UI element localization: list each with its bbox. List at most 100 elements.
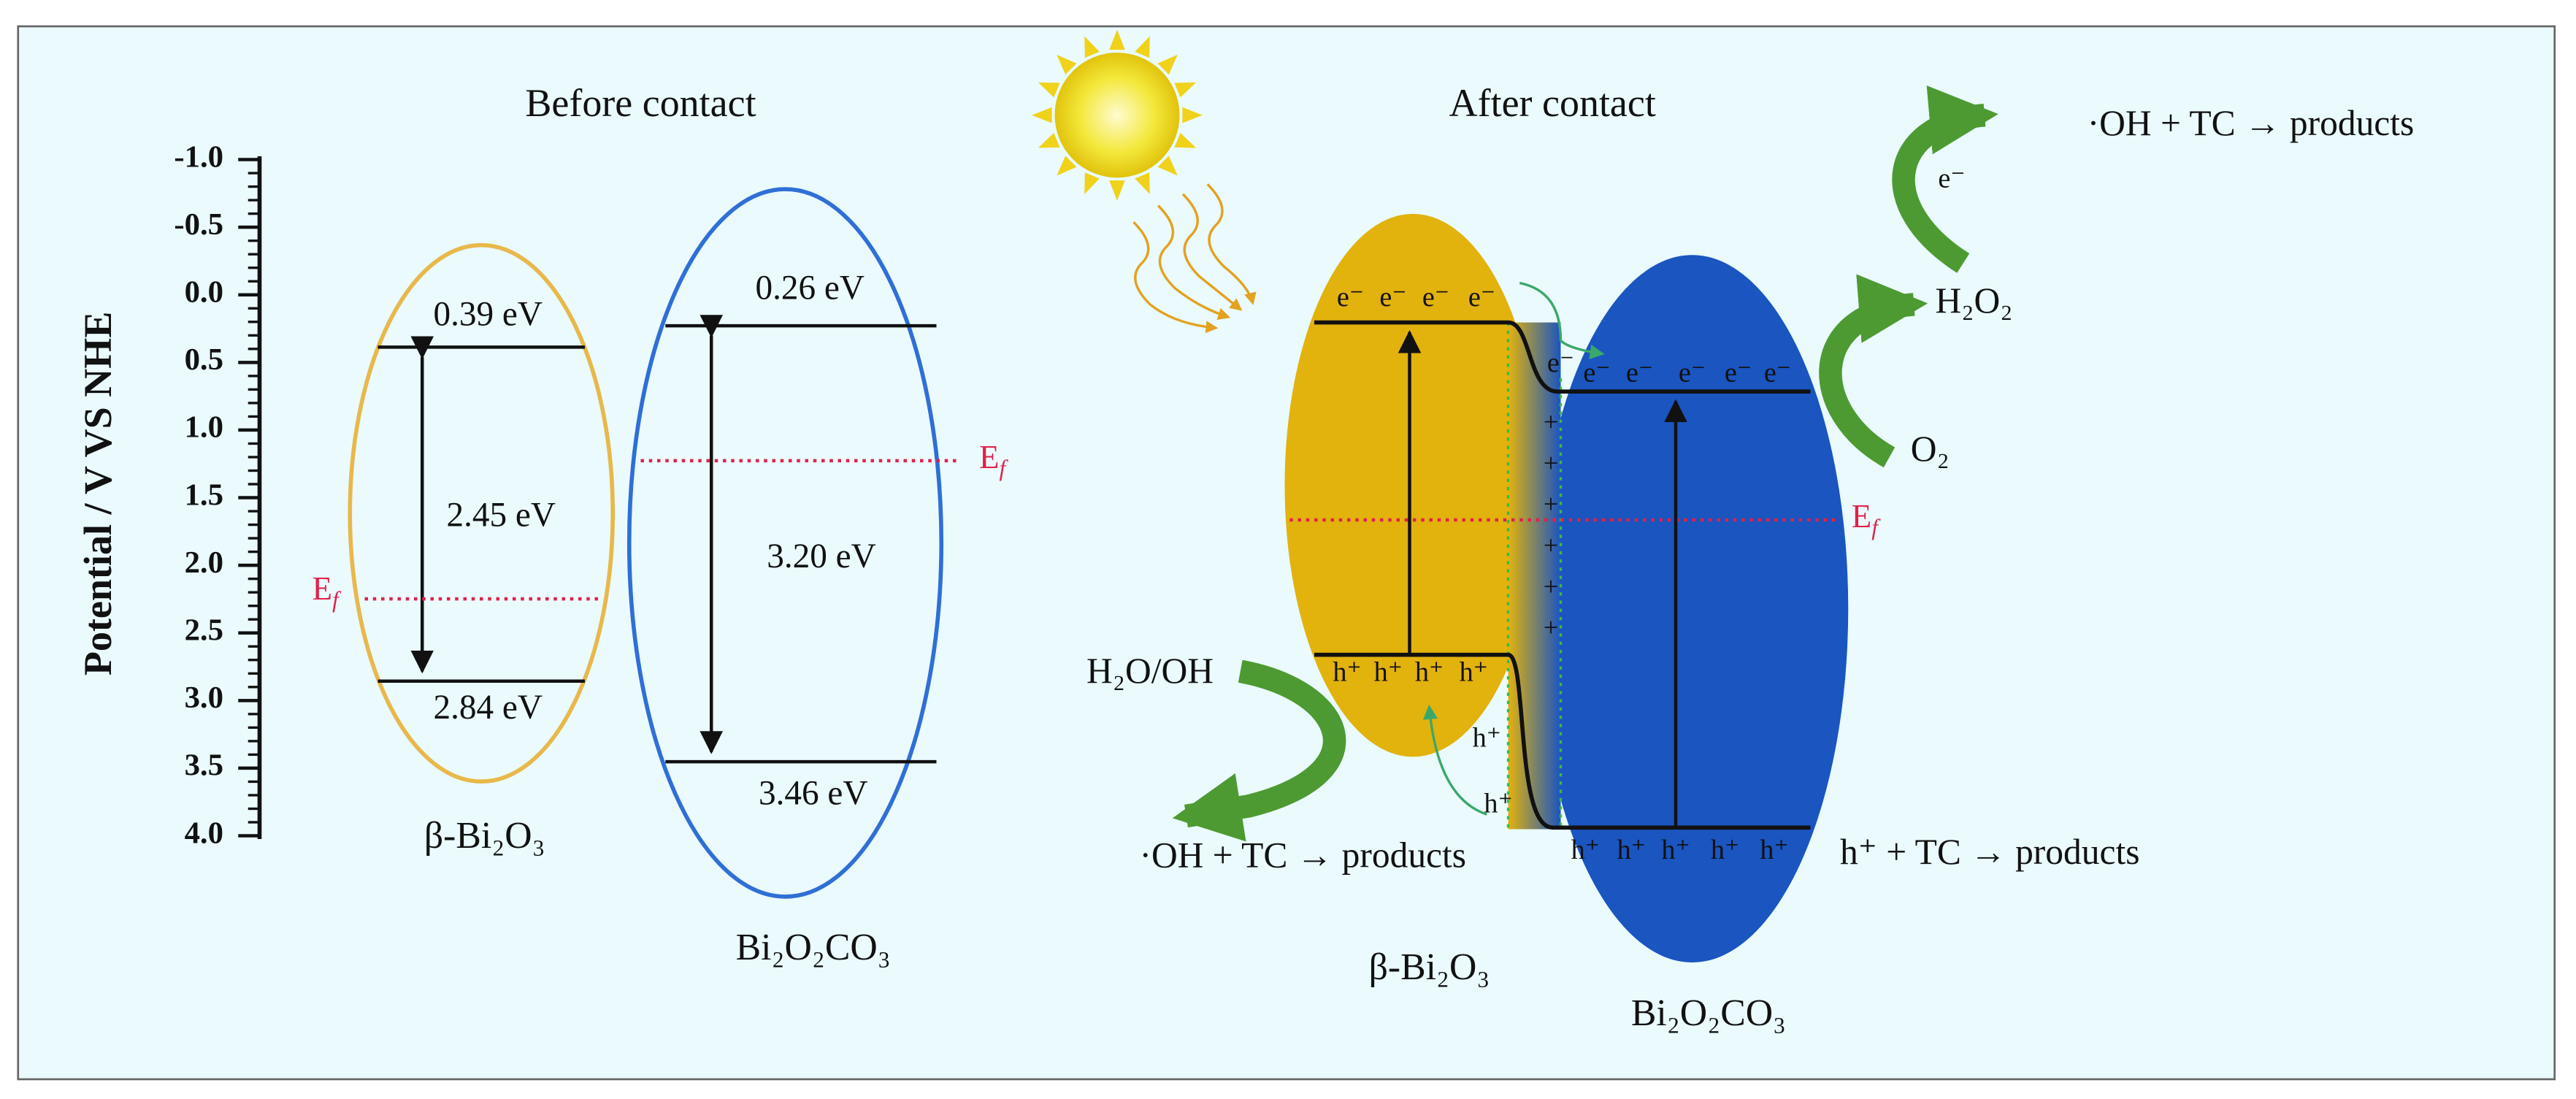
reaction-arrow bbox=[1892, 85, 1998, 273]
hole: h⁺ bbox=[1460, 656, 1488, 687]
fermi-label: Ef bbox=[979, 439, 1008, 480]
electron-transfer bbox=[1519, 281, 1605, 360]
junction-region bbox=[1508, 322, 1561, 830]
space-charge: + bbox=[1544, 572, 1558, 601]
cb-label: 0.39 eV bbox=[433, 296, 543, 334]
hole: h⁺ bbox=[1484, 789, 1512, 819]
fermi-main: E bbox=[1852, 498, 1871, 535]
reaction: H₂O/OH bbox=[1086, 651, 1214, 691]
electron: e⁻ bbox=[1679, 357, 1706, 388]
axis-tick-label: 2.5 bbox=[185, 613, 223, 648]
sun-ray bbox=[1157, 54, 1178, 75]
electron: e⁻ bbox=[1337, 282, 1364, 313]
fermi-main: E bbox=[979, 439, 999, 475]
hole: h⁺ bbox=[1571, 835, 1600, 865]
sun-ray bbox=[1057, 54, 1077, 75]
space-charge: + bbox=[1544, 530, 1558, 559]
electron: e⁻ bbox=[1422, 282, 1449, 313]
sun-ray bbox=[1084, 172, 1100, 194]
panel-title: Before contact bbox=[525, 81, 756, 125]
light-ray bbox=[1132, 221, 1219, 334]
axis-tick-label: 2.0 bbox=[185, 545, 223, 580]
axis-tick-label: -1.0 bbox=[174, 139, 223, 174]
vb-label: 2.84 eV bbox=[433, 689, 543, 727]
light-ray bbox=[1206, 183, 1257, 305]
hole: h⁺ bbox=[1374, 656, 1403, 687]
sun-ray bbox=[1032, 107, 1052, 123]
sun-ray bbox=[1174, 82, 1197, 98]
sun-ray bbox=[1109, 180, 1125, 201]
reaction: ·OH + TC → products bbox=[2088, 103, 2415, 143]
reaction-arrow bbox=[1819, 274, 1928, 468]
space-charge: + bbox=[1544, 613, 1558, 642]
material-name: Bi₂O₂CO₃ bbox=[1631, 992, 1786, 1034]
band-ellipse bbox=[348, 242, 616, 784]
electron: e⁻ bbox=[1938, 164, 1965, 194]
valence-band bbox=[1314, 652, 1811, 830]
reaction: h⁺ + TC → products bbox=[1840, 832, 2139, 872]
conduction-band bbox=[1314, 320, 1811, 394]
hole-transfer bbox=[1422, 704, 1487, 816]
reaction: H₂O₂ bbox=[1936, 280, 2013, 321]
content: Before contact -1.0 -0.5 0.0 0.5 1.0 1.5 2.0 2.5… bbox=[76, 29, 2415, 1034]
bi2o3-body bbox=[1284, 213, 1541, 757]
axis-tick-label: -0.5 bbox=[174, 207, 223, 242]
axis-tick-label: 0.5 bbox=[185, 342, 223, 377]
vb-label: 3.46 eV bbox=[759, 774, 868, 812]
material-name: Bi₂O₂CO₃ bbox=[736, 927, 891, 968]
sun-ray bbox=[1057, 156, 1077, 176]
frame bbox=[17, 25, 2556, 1081]
hole: h⁺ bbox=[1711, 835, 1739, 865]
light-ray bbox=[1181, 193, 1243, 311]
axis-title: Potential / V VS NHE bbox=[76, 312, 120, 676]
axis-tick-label: 1.5 bbox=[185, 478, 223, 512]
band-ellipse bbox=[626, 187, 944, 899]
bi2o2co3-body bbox=[1536, 255, 1849, 963]
electron: e⁻ bbox=[1468, 282, 1495, 313]
sun-ray bbox=[1157, 156, 1178, 176]
hole: h⁺ bbox=[1760, 835, 1788, 865]
hole: h⁺ bbox=[1333, 656, 1361, 687]
axis-tick-label: 4.0 bbox=[185, 816, 223, 850]
cb-label: 0.26 eV bbox=[755, 269, 865, 307]
fermi-main: E bbox=[313, 570, 332, 607]
material-name: β-Bi₂O₃ bbox=[424, 815, 545, 857]
material-name: β-Bi₂O₃ bbox=[1369, 946, 1490, 988]
reaction: O₂ bbox=[1911, 429, 1950, 469]
gap-label: 3.20 eV bbox=[767, 537, 876, 575]
sun-ray bbox=[1182, 107, 1203, 123]
hole: h⁺ bbox=[1415, 656, 1444, 687]
sun bbox=[1054, 53, 1180, 178]
axis-tick-label: 3.0 bbox=[185, 681, 223, 715]
sun-ray bbox=[1038, 132, 1060, 148]
sun-ray bbox=[1135, 36, 1150, 58]
space-charge: + bbox=[1544, 407, 1558, 437]
sun-ray bbox=[1084, 36, 1100, 58]
hole: h⁺ bbox=[1617, 835, 1646, 865]
axis-tick-label: 1.0 bbox=[185, 410, 223, 445]
sun-ray bbox=[1109, 29, 1125, 50]
space-charge: + bbox=[1544, 489, 1558, 518]
sun-ray bbox=[1174, 132, 1197, 148]
reaction: ·OH + TC → products bbox=[1139, 835, 1466, 875]
electron: e⁻ bbox=[1764, 357, 1791, 388]
electron: e⁻ bbox=[1379, 282, 1406, 313]
sun-ray bbox=[1135, 172, 1150, 194]
gap-label: 2.45 eV bbox=[446, 497, 556, 535]
light-ray bbox=[1157, 204, 1231, 320]
electron: e⁻ bbox=[1626, 357, 1653, 388]
electron: e⁻ bbox=[1583, 357, 1610, 388]
sun-ray bbox=[1038, 82, 1060, 98]
electron: e⁻ bbox=[1725, 357, 1752, 388]
reaction-arrow bbox=[1172, 659, 1346, 842]
electron: e⁻ bbox=[1547, 348, 1574, 378]
panel-title: After contact bbox=[1449, 81, 1656, 125]
hole: h⁺ bbox=[1661, 835, 1690, 865]
hole: h⁺ bbox=[1473, 723, 1501, 754]
axis-tick-label: 0.0 bbox=[185, 275, 223, 310]
axis-tick-label: 3.5 bbox=[185, 748, 223, 783]
space-charge: + bbox=[1544, 448, 1558, 478]
